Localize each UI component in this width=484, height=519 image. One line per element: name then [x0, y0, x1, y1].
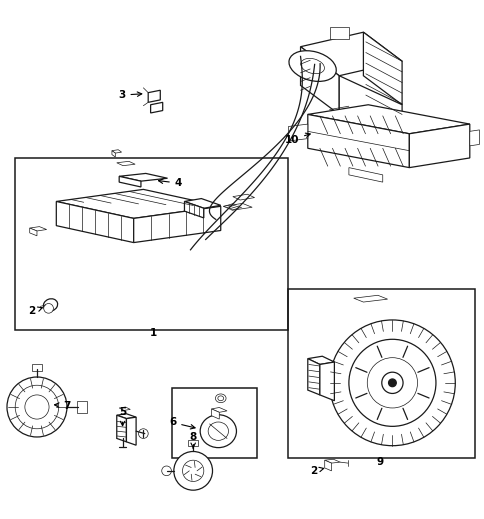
- Circle shape: [388, 379, 395, 387]
- Text: 10: 10: [284, 133, 310, 145]
- Polygon shape: [307, 105, 469, 134]
- Polygon shape: [126, 417, 136, 445]
- Polygon shape: [184, 201, 203, 218]
- Circle shape: [7, 377, 67, 437]
- Text: 5: 5: [119, 407, 126, 426]
- Polygon shape: [119, 176, 141, 187]
- Text: 1: 1: [149, 328, 156, 338]
- Polygon shape: [112, 151, 115, 157]
- Circle shape: [44, 304, 53, 313]
- Text: 7: 7: [54, 401, 71, 411]
- Polygon shape: [232, 194, 254, 200]
- Polygon shape: [56, 201, 134, 242]
- Polygon shape: [307, 114, 408, 168]
- Bar: [32, 364, 42, 371]
- Circle shape: [161, 466, 171, 476]
- Circle shape: [366, 358, 417, 408]
- Polygon shape: [300, 47, 338, 114]
- Circle shape: [182, 460, 203, 482]
- Polygon shape: [184, 199, 220, 208]
- Text: 2: 2: [28, 306, 42, 316]
- Text: 6: 6: [168, 417, 195, 429]
- Polygon shape: [324, 460, 331, 471]
- Polygon shape: [117, 161, 135, 166]
- Ellipse shape: [43, 299, 58, 311]
- Polygon shape: [363, 32, 401, 105]
- Polygon shape: [319, 362, 333, 401]
- Polygon shape: [56, 189, 220, 218]
- Text: 2: 2: [310, 466, 323, 476]
- Bar: [329, 28, 348, 39]
- Ellipse shape: [200, 415, 236, 447]
- Polygon shape: [338, 76, 401, 148]
- Polygon shape: [223, 203, 252, 210]
- Polygon shape: [324, 459, 339, 463]
- Circle shape: [348, 339, 435, 426]
- Text: 9: 9: [376, 457, 383, 467]
- Polygon shape: [307, 359, 319, 395]
- Polygon shape: [211, 409, 219, 419]
- Text: 8: 8: [189, 432, 197, 448]
- Polygon shape: [151, 102, 162, 113]
- Polygon shape: [353, 295, 387, 302]
- Ellipse shape: [300, 58, 324, 74]
- Bar: [188, 440, 197, 446]
- Polygon shape: [307, 356, 333, 364]
- Polygon shape: [300, 32, 401, 76]
- Circle shape: [15, 385, 59, 429]
- Polygon shape: [30, 227, 46, 231]
- Bar: [172, 388, 257, 458]
- Polygon shape: [119, 173, 167, 181]
- Text: 3: 3: [118, 90, 141, 100]
- Circle shape: [25, 395, 49, 419]
- Polygon shape: [469, 130, 479, 146]
- Circle shape: [381, 372, 402, 393]
- Polygon shape: [408, 124, 469, 168]
- Polygon shape: [211, 407, 227, 412]
- Ellipse shape: [208, 422, 228, 440]
- Polygon shape: [117, 415, 126, 442]
- Bar: [15, 158, 288, 330]
- Polygon shape: [134, 207, 220, 242]
- Polygon shape: [148, 90, 160, 102]
- Polygon shape: [30, 228, 37, 236]
- Bar: [76, 401, 87, 413]
- Polygon shape: [119, 407, 130, 411]
- Text: 4: 4: [158, 178, 182, 188]
- Polygon shape: [288, 124, 307, 141]
- Polygon shape: [117, 414, 136, 419]
- Ellipse shape: [217, 396, 223, 401]
- Ellipse shape: [215, 394, 226, 403]
- Polygon shape: [112, 149, 121, 153]
- Polygon shape: [348, 168, 382, 182]
- Bar: [288, 289, 474, 458]
- Circle shape: [329, 320, 454, 446]
- Circle shape: [138, 429, 148, 439]
- Ellipse shape: [288, 51, 335, 81]
- Circle shape: [173, 452, 212, 490]
